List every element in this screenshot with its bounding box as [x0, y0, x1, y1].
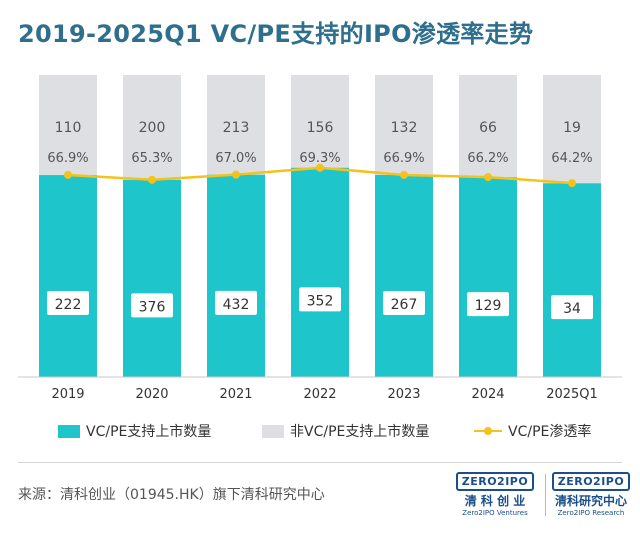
logo-badge-ventures: ZERO2IPO — [455, 472, 535, 491]
bars-group — [39, 75, 601, 377]
data-label-box-vcpe — [215, 290, 257, 315]
bar-non-vcpe-2024 — [459, 75, 517, 178]
rate-point-2020 — [148, 175, 156, 184]
legend-item-rate: VC/PE渗透率 — [474, 420, 591, 442]
data-labels: 110 222 66.9% 200 376 65.3% 213 432 67.0% 156 352 6… — [47, 120, 593, 320]
bar-vcpe-2019 — [39, 175, 97, 377]
legend-item-non-vcpe: 非VC/PE支持上市数量 — [262, 420, 429, 442]
chart-title: 2019-2025Q1 VC/PE支持的IPO渗透率走势 — [18, 20, 534, 48]
bar-vcpe-2025Q1 — [543, 183, 601, 377]
x-tick-label: 2023 — [387, 387, 420, 402]
bar-non-vcpe-2023 — [375, 75, 433, 175]
data-label-vcpe: 267 — [391, 297, 418, 313]
legend-swatch-vcpe — [58, 424, 80, 438]
logo-zero2ipo-research: ZERO2IPO 清科研究中心 Zero2IPO Research — [548, 470, 634, 518]
x-tick-labels: 2019 2020 2021 2022 2023 2024 2025Q1 — [51, 387, 597, 402]
rate-point-2024 — [484, 173, 492, 182]
legend-swatch-non-vcpe — [262, 424, 284, 438]
legend-label-vcpe: VC/PE支持上市数量 — [86, 424, 212, 440]
x-tick-label: 2021 — [219, 387, 252, 402]
rate-point-2023 — [400, 170, 408, 179]
data-label-vcpe: 129 — [475, 298, 502, 314]
rate-point-2025Q1 — [568, 179, 576, 188]
x-tick-label: 2019 — [51, 387, 84, 402]
data-label-vcpe: 432 — [223, 297, 250, 313]
rate-point-2019 — [64, 170, 72, 179]
logo-en-ventures: Zero2IPO Ventures — [462, 509, 528, 517]
bar-non-vcpe-2025Q1 — [543, 75, 601, 184]
data-label-box-vcpe — [299, 287, 341, 312]
legend-item-vcpe: VC/PE支持上市数量 — [58, 420, 211, 442]
data-label-non-vcpe: 213 — [223, 120, 250, 136]
data-label-vcpe: 222 — [55, 297, 82, 313]
data-label-rate: 65.3% — [131, 151, 172, 166]
data-label-rate: 69.3% — [299, 151, 340, 166]
footer-divider — [18, 462, 622, 463]
data-label-rate: 66.9% — [47, 151, 88, 166]
rate-point-2021 — [232, 170, 240, 179]
bar-non-vcpe-2021 — [207, 75, 265, 175]
x-tick-label: 2020 — [135, 387, 168, 402]
data-label-non-vcpe: 66 — [479, 120, 497, 136]
logo-separator — [545, 474, 546, 516]
legend-label-rate: VC/PE渗透率 — [508, 424, 592, 440]
data-label-box-vcpe — [467, 292, 509, 317]
data-label-box-vcpe — [131, 293, 173, 318]
data-label-box-vcpe — [551, 295, 593, 320]
legend-label-non-vcpe: 非VC/PE支持上市数量 — [290, 424, 430, 440]
data-label-non-vcpe: 19 — [563, 120, 581, 136]
data-label-box-vcpe — [47, 291, 89, 316]
x-tick-label: 2022 — [303, 387, 336, 402]
bar-vcpe-2022 — [291, 167, 349, 377]
source-note: 来源：清科创业（01945.HK）旗下清科研究中心 — [18, 487, 325, 503]
logo-cn-research: 清科研究中心 — [554, 494, 627, 508]
data-label-non-vcpe: 132 — [391, 120, 418, 136]
data-label-non-vcpe: 200 — [139, 120, 166, 136]
logo-badge-research: ZERO2IPO — [551, 472, 631, 491]
data-label-vcpe: 376 — [139, 299, 166, 315]
data-label-rate: 64.2% — [551, 151, 592, 166]
bar-non-vcpe-2019 — [39, 75, 97, 176]
data-label-box-vcpe — [383, 290, 425, 315]
logo-zero2ipo-ventures: ZERO2IPO 清 科 创 业 Zero2IPO Ventures — [452, 470, 538, 518]
chart-plot: 2019 2020 2021 2022 2023 2024 2025Q1 110 222 66.… — [18, 75, 622, 402]
legend-swatch-rate — [474, 424, 502, 438]
bar-vcpe-2021 — [207, 174, 265, 377]
data-label-rate: 66.9% — [383, 151, 424, 166]
bar-non-vcpe-2022 — [291, 75, 349, 168]
penetration-rate-points — [64, 163, 576, 188]
data-label-vcpe: 352 — [307, 293, 334, 309]
data-label-non-vcpe: 156 — [307, 120, 334, 136]
logo-cn-ventures: 清 科 创 业 — [464, 494, 526, 508]
logo-en-research: Zero2IPO Research — [557, 509, 625, 517]
bar-vcpe-2020 — [123, 179, 181, 377]
rate-point-2022 — [316, 163, 324, 172]
bar-vcpe-2024 — [459, 177, 517, 377]
x-tick-label: 2025Q1 — [546, 387, 598, 402]
bar-vcpe-2023 — [375, 174, 433, 377]
data-label-rate: 67.0% — [215, 151, 256, 166]
data-label-vcpe: 34 — [563, 301, 581, 317]
data-label-rate: 66.2% — [467, 151, 508, 166]
data-label-non-vcpe: 110 — [55, 120, 82, 136]
x-tick-label: 2024 — [471, 387, 504, 402]
bar-non-vcpe-2020 — [123, 75, 181, 180]
